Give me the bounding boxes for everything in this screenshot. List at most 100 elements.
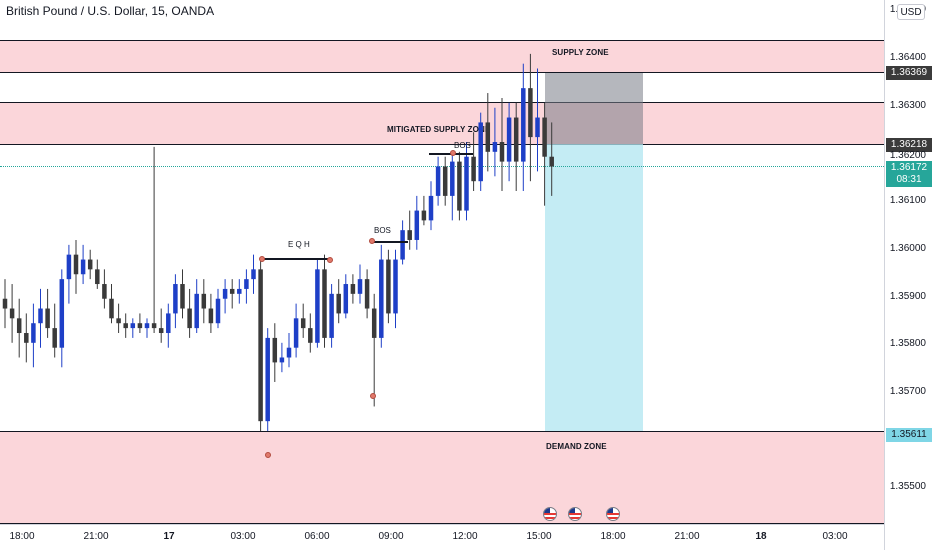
us-flag-icon[interactable] <box>606 507 620 521</box>
candle-bull[interactable] <box>286 347 292 358</box>
candle-bear[interactable] <box>308 328 313 343</box>
candle-bear[interactable] <box>272 337 278 363</box>
candle-bull[interactable] <box>393 259 398 314</box>
candle-bull[interactable] <box>80 259 86 275</box>
candle-bear[interactable] <box>137 323 143 329</box>
candle-bear[interactable] <box>322 269 327 338</box>
candle-bear[interactable] <box>201 293 207 309</box>
candle-bear[interactable] <box>116 318 121 324</box>
candle-bull[interactable] <box>450 161 455 196</box>
mitigated-supply-zone[interactable] <box>0 102 884 145</box>
candle-bull[interactable] <box>144 323 150 329</box>
candle-bear[interactable] <box>180 284 185 309</box>
us-flag-icon[interactable] <box>543 507 557 521</box>
candle-bear[interactable] <box>442 166 448 196</box>
candle-bull[interactable] <box>435 166 441 196</box>
candle-bull[interactable] <box>194 293 199 329</box>
candle-bull[interactable] <box>173 284 178 314</box>
candle-bear[interactable] <box>9 308 15 319</box>
candle-bull[interactable] <box>251 269 256 280</box>
candle-bear[interactable] <box>45 308 50 329</box>
candle-bear[interactable] <box>95 269 100 285</box>
candle-bull[interactable] <box>478 122 483 182</box>
candle-bull[interactable] <box>414 210 420 240</box>
candle-bull[interactable] <box>237 288 242 294</box>
candle-bull[interactable] <box>492 142 498 152</box>
candle-bear[interactable] <box>350 284 356 294</box>
candle-bull[interactable] <box>130 323 136 329</box>
current-price-badge: 1.36172 08:31 <box>886 161 932 187</box>
bos-line-1[interactable] <box>372 241 408 243</box>
symbol-title[interactable]: British Pound / U.S. Dollar, 15, OANDA <box>6 4 215 18</box>
position-target-area[interactable] <box>545 144 643 431</box>
candle-bull[interactable] <box>428 195 434 221</box>
candle-bull[interactable] <box>38 308 43 324</box>
supply-zone[interactable] <box>0 40 884 73</box>
candle-bear[interactable] <box>457 161 462 211</box>
price-axis[interactable]: 1.36500 USD 1.36400 1.36369 1.36300 1.36… <box>884 0 932 550</box>
candle-bear[interactable] <box>386 259 391 314</box>
bos-pivot-1 <box>369 238 375 244</box>
currency-selector[interactable]: USD <box>897 4 925 20</box>
chart-area[interactable]: SUPPLY ZONE MITIGATED SUPPLY ZONE DEMAND… <box>0 0 884 524</box>
candle-bull[interactable] <box>265 337 270 422</box>
candle-bear[interactable] <box>2 298 8 309</box>
time-tick: 18:00 <box>9 531 35 542</box>
demand-zone[interactable] <box>0 431 884 524</box>
candle-bear[interactable] <box>208 308 214 324</box>
candle-bull[interactable] <box>66 254 72 280</box>
candle-bull[interactable] <box>343 284 349 314</box>
candle-bull[interactable] <box>400 230 405 260</box>
candle-bear[interactable] <box>300 318 306 329</box>
candle-bear[interactable] <box>151 323 157 329</box>
candle-bear[interactable] <box>158 328 164 334</box>
candle-bull[interactable] <box>244 279 249 289</box>
candle-bear[interactable] <box>258 269 263 422</box>
candle-bear[interactable] <box>187 308 192 329</box>
position-stop-area[interactable] <box>545 73 643 144</box>
candle-bear[interactable] <box>421 210 427 221</box>
candle-bear[interactable] <box>542 117 547 157</box>
candle-bear[interactable] <box>24 333 29 343</box>
candle-bull[interactable] <box>464 156 469 211</box>
candle-bull[interactable] <box>506 117 512 162</box>
candle-bull[interactable] <box>521 88 526 162</box>
candle-bear[interactable] <box>471 156 476 182</box>
candle-bull[interactable] <box>357 279 363 294</box>
us-flag-icon[interactable] <box>568 507 582 521</box>
candle-bear[interactable] <box>52 328 57 348</box>
candle-bear[interactable] <box>528 88 533 138</box>
candlestick-series[interactable] <box>0 0 884 524</box>
time-tick-day: 17 <box>163 531 175 542</box>
candle-bear[interactable] <box>499 142 505 162</box>
candle-bull[interactable] <box>293 318 299 348</box>
candle-bear[interactable] <box>336 293 341 314</box>
candle-bull[interactable] <box>166 313 171 334</box>
candle-bear[interactable] <box>229 288 235 294</box>
candle-bear[interactable] <box>407 230 412 240</box>
candle-bull[interactable] <box>215 298 221 324</box>
candle-bull[interactable] <box>535 117 540 138</box>
candle-bear[interactable] <box>109 298 114 319</box>
candle-bull[interactable] <box>315 269 320 343</box>
candle-bear[interactable] <box>73 254 79 275</box>
candle-bull[interactable] <box>379 259 384 338</box>
time-axis[interactable]: 18:00 21:00 17 03:00 06:00 09:00 12:00 1… <box>0 524 884 550</box>
price-tick: 1.36000 <box>889 243 926 254</box>
candle-bull[interactable] <box>59 279 65 348</box>
candle-bear[interactable] <box>123 323 128 329</box>
candle-bear[interactable] <box>485 122 491 152</box>
price-tick: 1.35700 <box>889 386 926 397</box>
candle-bull[interactable] <box>222 288 228 299</box>
candle-bear[interactable] <box>371 308 377 338</box>
candle-bull[interactable] <box>31 323 36 343</box>
eqh-line[interactable] <box>262 258 331 260</box>
candle-bear[interactable] <box>513 117 519 162</box>
candle-bear[interactable] <box>16 318 22 334</box>
candle-bull[interactable] <box>279 357 285 363</box>
candle-bear[interactable] <box>549 156 554 167</box>
candle-bear[interactable] <box>364 279 370 309</box>
candle-bear[interactable] <box>87 259 93 270</box>
candle-bear[interactable] <box>102 284 107 299</box>
candle-bull[interactable] <box>329 293 334 338</box>
